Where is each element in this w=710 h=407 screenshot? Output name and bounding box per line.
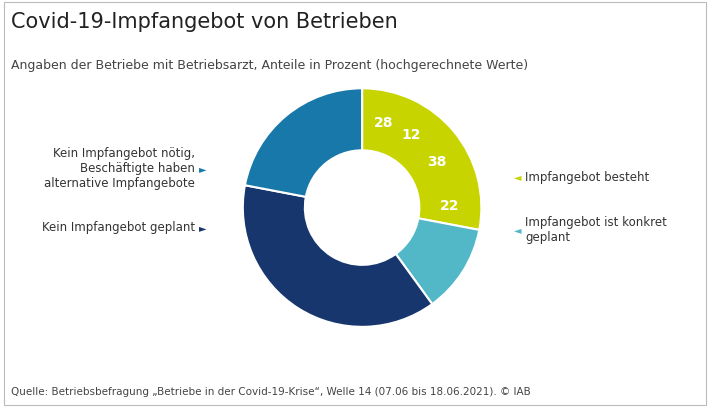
Text: Angaben der Betriebe mit Betriebsarzt, Anteile in Prozent (hochgerechnete Werte): Angaben der Betriebe mit Betriebsarzt, A… xyxy=(11,59,528,72)
Text: Kein Impfangebot nötig,
Beschäftigte haben
alternative Impfangebote: Kein Impfangebot nötig, Beschäftigte hab… xyxy=(45,147,195,190)
Text: ►: ► xyxy=(199,164,207,174)
Text: ►: ► xyxy=(199,223,207,233)
Wedge shape xyxy=(395,218,479,304)
Text: 38: 38 xyxy=(427,155,447,169)
Text: Impfangebot ist konkret
geplant: Impfangebot ist konkret geplant xyxy=(525,216,667,244)
Text: Kein Impfangebot geplant: Kein Impfangebot geplant xyxy=(42,221,195,234)
Text: ◄: ◄ xyxy=(514,225,522,235)
Wedge shape xyxy=(245,88,362,197)
Text: Covid-19-Impfangebot von Betrieben: Covid-19-Impfangebot von Betrieben xyxy=(11,12,398,32)
Text: Quelle: Betriebsbefragung „Betriebe in der Covid-19-Krise“, Welle 14 (07.06 bis : Quelle: Betriebsbefragung „Betriebe in d… xyxy=(11,387,530,397)
Text: Impfangebot besteht: Impfangebot besteht xyxy=(525,171,650,184)
Text: ◄: ◄ xyxy=(514,172,522,182)
Wedge shape xyxy=(243,185,432,327)
Wedge shape xyxy=(362,88,481,230)
Text: 28: 28 xyxy=(373,116,393,129)
Text: 22: 22 xyxy=(440,199,459,213)
Text: 12: 12 xyxy=(401,128,421,142)
